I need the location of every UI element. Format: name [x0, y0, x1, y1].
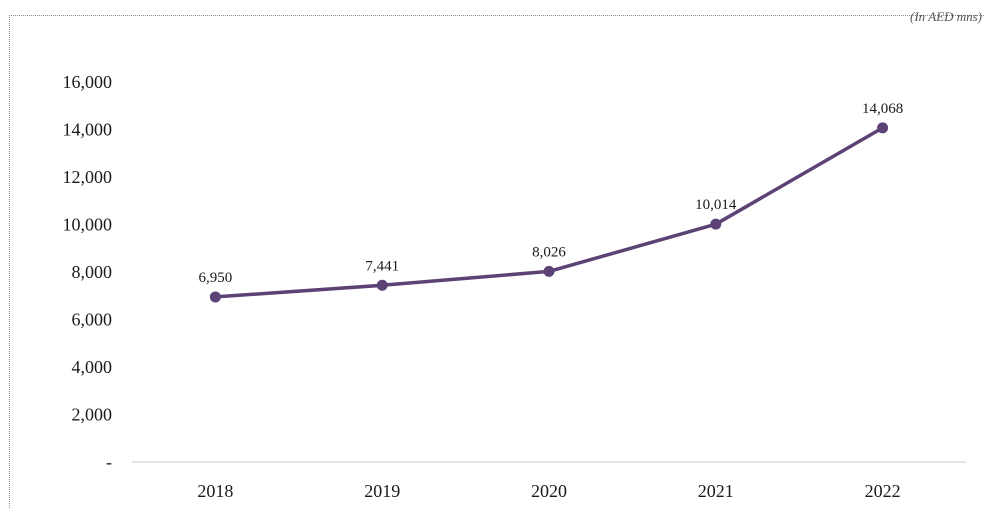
x-tick-label: 2020	[531, 481, 567, 501]
data-point	[710, 218, 722, 230]
data-label: 6,950	[199, 270, 233, 286]
y-tick-label: 12,000	[63, 167, 113, 187]
data-point	[376, 279, 388, 291]
data-labels: 6,950 7,441 8,026 10,014 14,068	[199, 101, 904, 286]
y-tick-label: 16,000	[63, 72, 113, 92]
data-point	[877, 122, 889, 134]
y-axis: - 2,000 4,000 6,000 8,000 10,000 12,000 14,000 1…	[63, 72, 113, 472]
chart-frame: (In AED mns)	[9, 9, 984, 508]
x-tick-label: 2018	[197, 481, 233, 501]
x-tick-label: 2022	[865, 481, 901, 501]
data-label: 8,026	[532, 244, 566, 260]
data-point	[543, 265, 555, 277]
y-tick-label: 2,000	[72, 405, 113, 425]
data-label: 10,014	[695, 197, 737, 213]
x-tick-label: 2019	[364, 481, 400, 501]
data-label: 7,441	[365, 258, 399, 274]
y-tick-label: 14,000	[63, 120, 113, 140]
data-point	[209, 291, 221, 303]
x-axis: 2018 2019 2020 2021 2022	[197, 481, 900, 501]
data-label: 14,068	[862, 101, 903, 117]
data-points	[209, 122, 889, 303]
y-tick-label: 4,000	[72, 357, 113, 377]
unit-note: (In AED mns)	[910, 9, 982, 24]
y-tick-label: 6,000	[72, 310, 113, 330]
y-tick-label: -	[106, 452, 112, 472]
x-tick-label: 2021	[698, 481, 734, 501]
y-tick-label: 10,000	[63, 215, 113, 235]
y-tick-label: 8,000	[72, 262, 113, 282]
